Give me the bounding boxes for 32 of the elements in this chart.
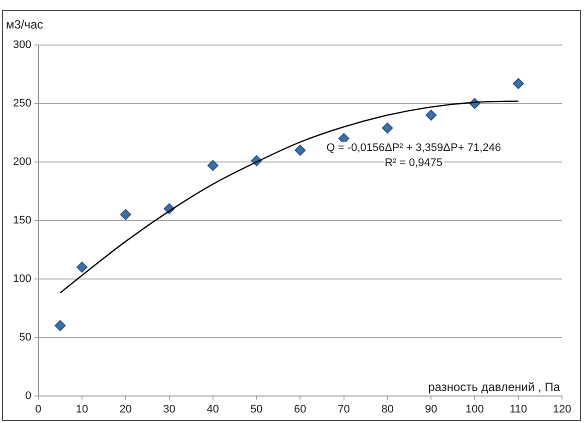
- point: [120, 209, 132, 220]
- x-axis-title: разность давлений , Па: [428, 380, 560, 394]
- x-tick-label: 80: [381, 403, 394, 416]
- point: [426, 110, 437, 121]
- x-tick-label: 30: [163, 403, 176, 416]
- y-tick-label: 250: [12, 98, 32, 110]
- point: [207, 160, 218, 171]
- y-tick-label: 0: [25, 390, 32, 402]
- x-tick-label: 10: [76, 403, 88, 416]
- x-tick-label: 110: [510, 403, 528, 416]
- y-tick-label: 100: [12, 272, 32, 285]
- x-tick-label: 90: [424, 403, 438, 416]
- x-tick-label: 60: [294, 403, 306, 416]
- point: [294, 144, 306, 156]
- point: [76, 262, 88, 273]
- y-tick-label: 50: [19, 331, 32, 344]
- x-tick-label: 50: [250, 403, 263, 416]
- annotation: Q = -0,0156ΔP² + 3,359ΔP+ 71,246: [326, 142, 501, 154]
- x-tick-label: 70: [338, 403, 350, 416]
- x-tick-label: 100: [466, 403, 484, 416]
- x-tick-label: 120: [552, 403, 572, 416]
- y-axis-title: м3/час: [6, 17, 44, 32]
- y-tick-label: 200: [12, 156, 32, 168]
- x-tick-label: 20: [120, 403, 132, 416]
- point: [382, 122, 393, 134]
- y-tick-label: 150: [12, 214, 32, 226]
- point: [54, 320, 66, 332]
- annotation: R² = 0,9475: [384, 156, 443, 169]
- point: [512, 78, 524, 90]
- y-tick-label: 300: [12, 39, 32, 52]
- x-tick-label: 0: [35, 403, 42, 416]
- x-tick-label: 40: [206, 403, 220, 416]
